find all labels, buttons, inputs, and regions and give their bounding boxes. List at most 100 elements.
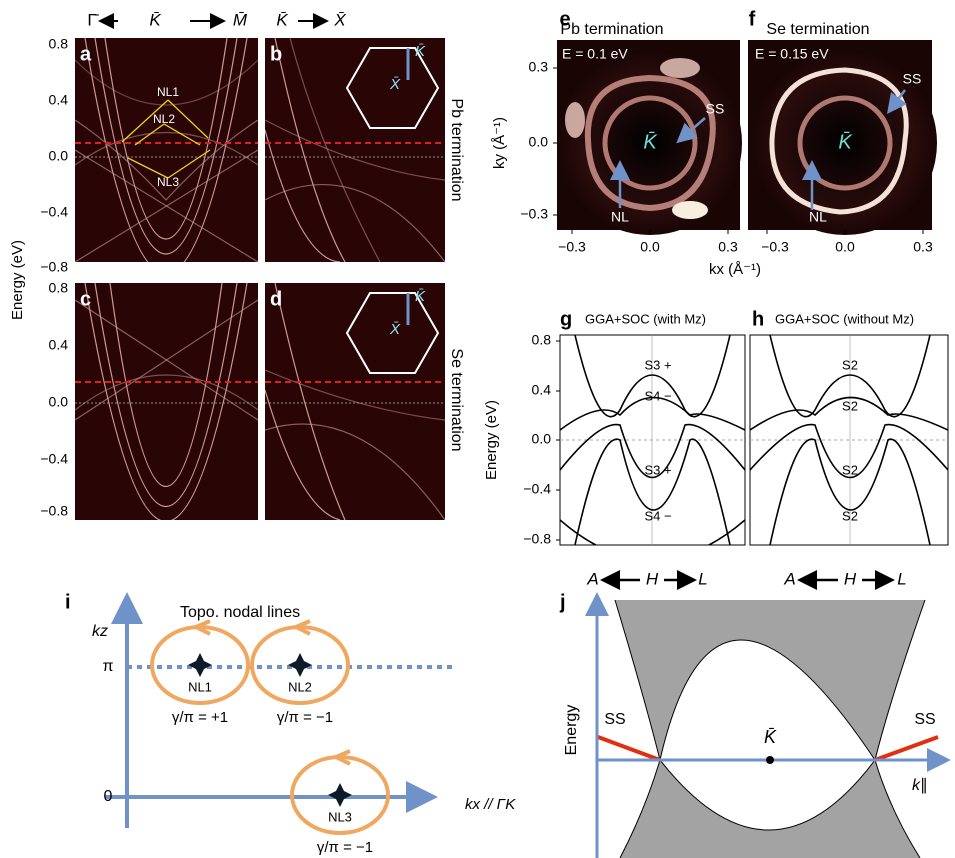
panel-letter: h <box>752 308 764 330</box>
tick-label: −0.3 <box>558 239 586 255</box>
axis-title: Energy (eV) <box>483 400 500 480</box>
tick-label: 0.4 <box>49 337 69 353</box>
panel-letter: c <box>80 288 91 310</box>
panel-b-image <box>265 38 445 262</box>
tick-label: 0.0 <box>49 148 69 164</box>
panel-letter: j <box>559 591 566 613</box>
tick-label: 0 <box>104 788 113 805</box>
nl-arrows <box>121 99 211 179</box>
axis-title: ky (Å⁻¹) <box>491 117 508 169</box>
tick-label: −0.4 <box>523 481 551 497</box>
path-label: H <box>646 569 659 588</box>
panel-a-image <box>75 38 258 262</box>
panel-letter: b <box>270 43 282 65</box>
axis-title: kx // ΓK <box>465 796 516 813</box>
energy-label: E = 0.1 eV <box>562 46 628 62</box>
tick-label: π <box>102 658 113 675</box>
panel-letter: d <box>270 288 282 310</box>
axis-title: k∥ <box>912 777 928 794</box>
tick-label: 0.0 <box>835 239 855 255</box>
panel-title: Topo. nodal lines <box>180 604 300 621</box>
annotation: NL1 <box>157 85 179 99</box>
bz-label: K̄ <box>415 43 426 60</box>
axis-title: Energy (eV) <box>9 240 26 320</box>
panel-title: Pb termination <box>560 21 663 38</box>
panel-g-plot <box>556 334 746 590</box>
path-label: M̄ <box>233 10 248 29</box>
band-label: S3 + <box>644 462 671 477</box>
band-label: S2 <box>842 398 858 413</box>
panel-letter: i <box>65 591 71 613</box>
tick-label: 0.4 <box>49 92 69 108</box>
panel-title: GGA+SOC (with Mz) <box>585 311 706 326</box>
tick-label: −0.8 <box>40 503 68 519</box>
termination-label: Pb termination <box>448 98 465 201</box>
bz-label: X̄ <box>389 76 401 93</box>
axis-title: kx (Å⁻¹) <box>709 261 761 278</box>
tick-label: 0.4 <box>532 382 552 398</box>
band-label: S4 − <box>644 508 671 523</box>
tick-label: 0.3 <box>718 239 738 255</box>
band-label: S2 <box>842 462 858 477</box>
path-label: A <box>783 569 795 588</box>
termination-label: Se termination <box>448 348 465 451</box>
tick-label: 0.0 <box>532 431 552 447</box>
path-label: K̄ <box>276 10 288 29</box>
path-label: X̄ <box>333 10 346 29</box>
path-label: L <box>897 569 906 588</box>
tick-label: −0.8 <box>40 259 68 275</box>
tick-label: −0.3 <box>520 206 548 222</box>
path-label: Γ̄ <box>87 10 99 29</box>
annotation: NL2 <box>153 112 175 126</box>
panel-h-plot <box>749 334 949 590</box>
bz-label: K̄ <box>415 288 426 305</box>
annotation: SS <box>903 71 922 87</box>
tick-label: 0.8 <box>49 280 69 296</box>
annotation: NL3 <box>157 175 179 189</box>
tick-label: −0.8 <box>523 531 551 547</box>
panel-e-image <box>557 40 742 235</box>
panel-title: Se termination <box>766 21 869 38</box>
panel-letter: g <box>560 308 572 330</box>
tick-label: 0.0 <box>49 394 69 410</box>
annotation: SS <box>914 711 935 728</box>
node-label: NL2 <box>288 679 312 694</box>
annotation: SS <box>604 711 625 728</box>
tick-label: 0.3 <box>913 239 933 255</box>
tick-label: −0.4 <box>40 204 68 220</box>
tick-label: −0.4 <box>40 451 68 467</box>
band-label: S4 − <box>644 388 671 403</box>
panel-i-diagram <box>105 592 455 835</box>
phase-label: γ/π = −1 <box>277 709 333 726</box>
node-label: NL1 <box>188 679 212 694</box>
panel-f-image <box>748 40 937 235</box>
annotation: SS <box>706 101 725 117</box>
path-label: K̄ <box>149 10 161 29</box>
band-label: S3 + <box>644 357 671 372</box>
tick-label: 0.0 <box>529 134 549 150</box>
tick-label: 0.8 <box>49 36 69 52</box>
panel-letter: e <box>559 8 570 30</box>
phase-label: γ/π = −1 <box>317 839 373 856</box>
panel-letter: a <box>80 43 92 65</box>
bz-label: X̄ <box>389 321 401 338</box>
path-label: H <box>844 569 857 588</box>
path-label: L <box>698 569 707 588</box>
center-label: K̄ <box>838 130 853 153</box>
tick-label: −0.3 <box>761 239 789 255</box>
energy-label: E = 0.15 eV <box>755 46 829 62</box>
tick-label: 0.0 <box>640 239 660 255</box>
band-label: S2 <box>842 357 858 372</box>
phase-label: γ/π = +1 <box>172 709 228 726</box>
band-label: S2 <box>842 508 858 523</box>
tick-label: 0.3 <box>529 59 549 75</box>
tick-label: 0.8 <box>532 332 552 348</box>
panel-d-image <box>265 283 445 520</box>
path-label: A <box>586 569 598 588</box>
annotation: NL <box>611 209 629 225</box>
annotation: NL <box>809 209 827 225</box>
node-label: NL3 <box>328 809 352 824</box>
panel-c-image <box>75 283 258 520</box>
center-label: K̄ <box>764 727 777 747</box>
